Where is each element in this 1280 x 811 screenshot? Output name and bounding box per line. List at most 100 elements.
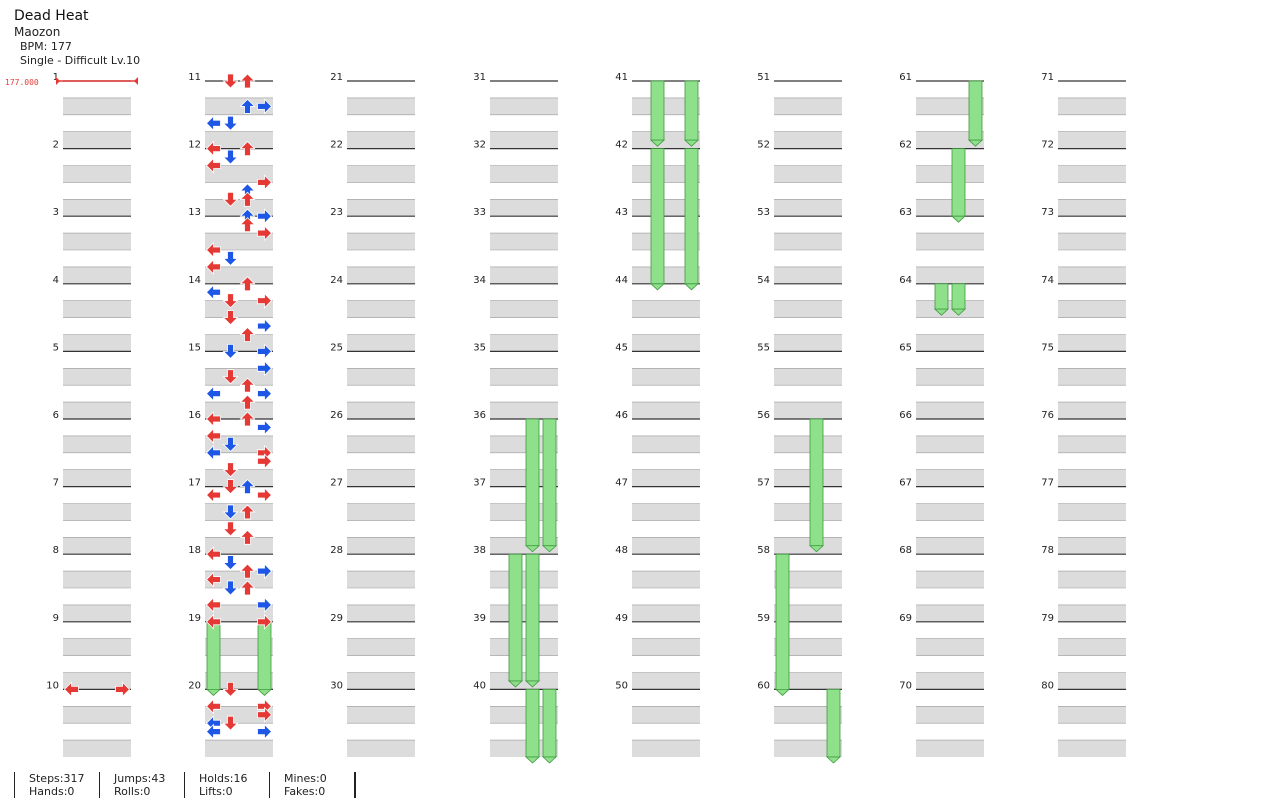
step-arrow-right — [257, 487, 273, 504]
measure-number: 72 — [1041, 140, 1054, 151]
measure-number: 79 — [1041, 613, 1054, 624]
beat-band — [916, 165, 984, 183]
step-arrow-right — [257, 723, 273, 740]
beat-band — [347, 604, 415, 622]
beat-band — [347, 97, 415, 115]
measure-number: 52 — [757, 140, 770, 151]
hold-body — [775, 553, 790, 690]
beat-band — [63, 672, 131, 690]
hold-body — [542, 689, 557, 758]
beat-band — [1058, 233, 1126, 250]
step-arrow-up — [239, 394, 256, 410]
hold-body — [525, 689, 540, 758]
beat-band — [205, 571, 273, 588]
hold-tail — [825, 756, 842, 764]
beat-band — [774, 97, 842, 115]
step-arrow-right — [257, 613, 273, 630]
step-arrow-right — [257, 385, 273, 402]
beat-band — [347, 571, 415, 588]
hold-body — [684, 80, 699, 141]
beat-band — [774, 638, 842, 656]
beat-band — [347, 435, 415, 453]
measure-number: 59 — [757, 613, 770, 624]
step-arrow-left — [205, 284, 221, 301]
beat-band — [632, 402, 700, 419]
step-arrow-down — [222, 479, 239, 495]
hold-tail — [649, 139, 666, 147]
beat-band — [774, 199, 842, 217]
measure-number: 69 — [899, 613, 912, 624]
hold-tail — [507, 680, 524, 688]
step-arrow-right — [257, 343, 273, 360]
measure-number: 73 — [1041, 207, 1054, 218]
measure-number: 75 — [1041, 342, 1054, 353]
hold-body — [809, 418, 824, 547]
step-arrow-left — [205, 157, 221, 174]
stats-column: Jumps:43 Rolls:0 — [99, 772, 198, 798]
measure-number: 44 — [615, 275, 628, 286]
beat-band — [1058, 638, 1126, 656]
measure-number: 32 — [473, 140, 486, 151]
step-arrow-left — [205, 613, 221, 630]
beat-band — [205, 199, 273, 217]
hold-body — [650, 80, 665, 141]
step-arrow-down — [222, 462, 239, 478]
beat-band — [1058, 402, 1126, 419]
beat-band — [774, 266, 842, 284]
step-arrow-up — [239, 73, 256, 89]
measure-number: 26 — [330, 410, 343, 421]
step-arrow-right — [257, 596, 273, 613]
beat-band — [632, 233, 700, 250]
beat-band — [205, 97, 273, 115]
beat-band — [774, 537, 842, 555]
beat-band — [774, 368, 842, 386]
stats-end-divider — [354, 772, 356, 798]
measure-number: 58 — [757, 545, 770, 556]
beat-band — [1058, 604, 1126, 622]
beat-band — [490, 402, 558, 419]
beat-band — [916, 97, 984, 115]
measure-number: 68 — [899, 545, 912, 556]
beat-band — [490, 604, 558, 622]
measure-number: 50 — [615, 680, 628, 691]
beat-band — [205, 706, 273, 724]
measure-number: 43 — [615, 207, 628, 218]
hold-tail — [649, 283, 666, 291]
step-arrow-up — [239, 98, 256, 114]
measure-number: 56 — [757, 410, 770, 421]
beat-band — [490, 435, 558, 453]
measure-number: 25 — [330, 342, 343, 353]
step-arrow-up — [239, 504, 256, 520]
measure-number: 51 — [757, 72, 770, 83]
hold-tail — [524, 756, 541, 764]
hold-tail — [950, 215, 967, 223]
measure-number: 1 — [53, 72, 59, 83]
beat-band — [347, 165, 415, 183]
step-arrow-down — [222, 580, 239, 596]
beat-band — [774, 165, 842, 183]
measure-number: 38 — [473, 545, 486, 556]
beat-band — [774, 402, 842, 419]
beat-band — [1058, 368, 1126, 386]
hold-tail — [541, 545, 558, 553]
beat-band — [632, 604, 700, 622]
beat-band — [632, 638, 700, 656]
beat-band — [774, 604, 842, 622]
beat-band — [347, 266, 415, 284]
measure-number: 10 — [46, 680, 59, 691]
hold-tail — [541, 756, 558, 764]
hands-count: Hands:0 — [29, 785, 75, 798]
step-arrow-left — [205, 571, 221, 588]
beat-band — [490, 638, 558, 656]
beat-band — [632, 131, 700, 149]
beat-band — [490, 503, 558, 521]
beat-band — [490, 233, 558, 250]
measure-number: 12 — [188, 140, 201, 151]
beat-band — [490, 300, 558, 318]
beat-band — [490, 334, 558, 352]
beat-band — [63, 165, 131, 183]
beat-band — [916, 131, 984, 149]
beat-band — [774, 706, 842, 724]
measure-number: 30 — [330, 680, 343, 691]
beat-band — [916, 402, 984, 419]
